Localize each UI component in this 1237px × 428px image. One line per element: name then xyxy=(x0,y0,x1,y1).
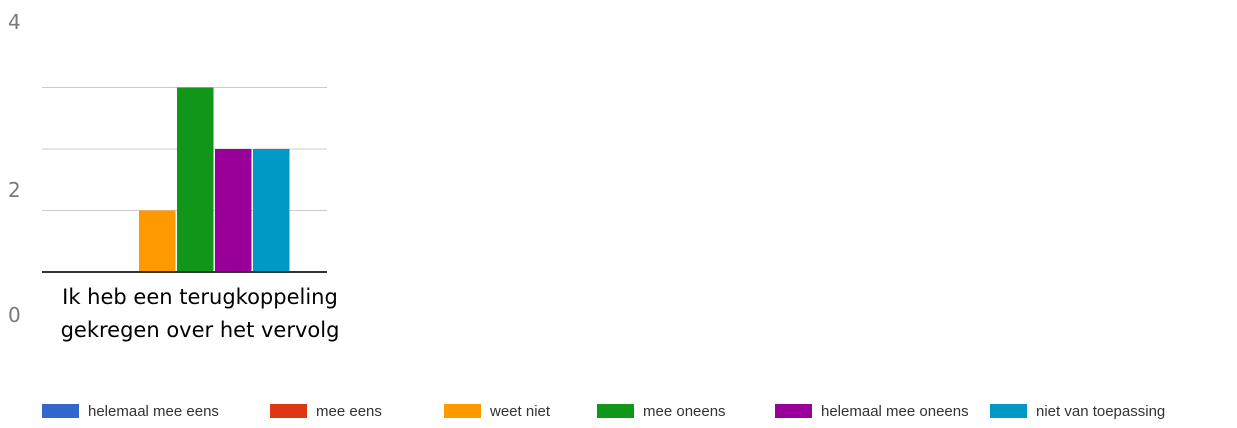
legend-label: helemaal mee eens xyxy=(88,403,219,420)
legend-swatch xyxy=(270,404,307,418)
legend-label: niet van toepassing xyxy=(1036,403,1165,420)
bar-helemaal-mee-oneens xyxy=(215,149,252,272)
y-tick-label: 2 xyxy=(8,178,21,202)
bar-mee-oneens xyxy=(177,87,214,272)
y-axis-ticks: 4 2 0 xyxy=(8,10,21,327)
legend-swatch xyxy=(990,404,1027,418)
legend-swatch xyxy=(597,404,634,418)
bar-niet-van-toepassing xyxy=(253,149,290,272)
y-tick-label: 0 xyxy=(8,303,21,327)
category-label-line: gekregen over het vervolg xyxy=(61,318,340,342)
legend: helemaal mee eens mee eens weet niet mee on… xyxy=(42,403,1165,420)
legend-swatch xyxy=(42,404,79,418)
x-axis-category-label: Ik heb een terugkoppeling gekregen over … xyxy=(61,285,340,342)
category-label-line: Ik heb een terugkoppeling xyxy=(62,285,338,309)
legend-swatch xyxy=(775,404,812,418)
legend-label: weet niet xyxy=(489,403,551,420)
legend-label: mee oneens xyxy=(643,403,726,420)
y-tick-label: 4 xyxy=(8,10,21,34)
legend-label: mee eens xyxy=(316,403,382,420)
legend-swatch xyxy=(444,404,481,418)
bars xyxy=(139,87,290,272)
legend-label: helemaal mee oneens xyxy=(821,403,969,420)
bar-weet-niet xyxy=(139,210,176,272)
